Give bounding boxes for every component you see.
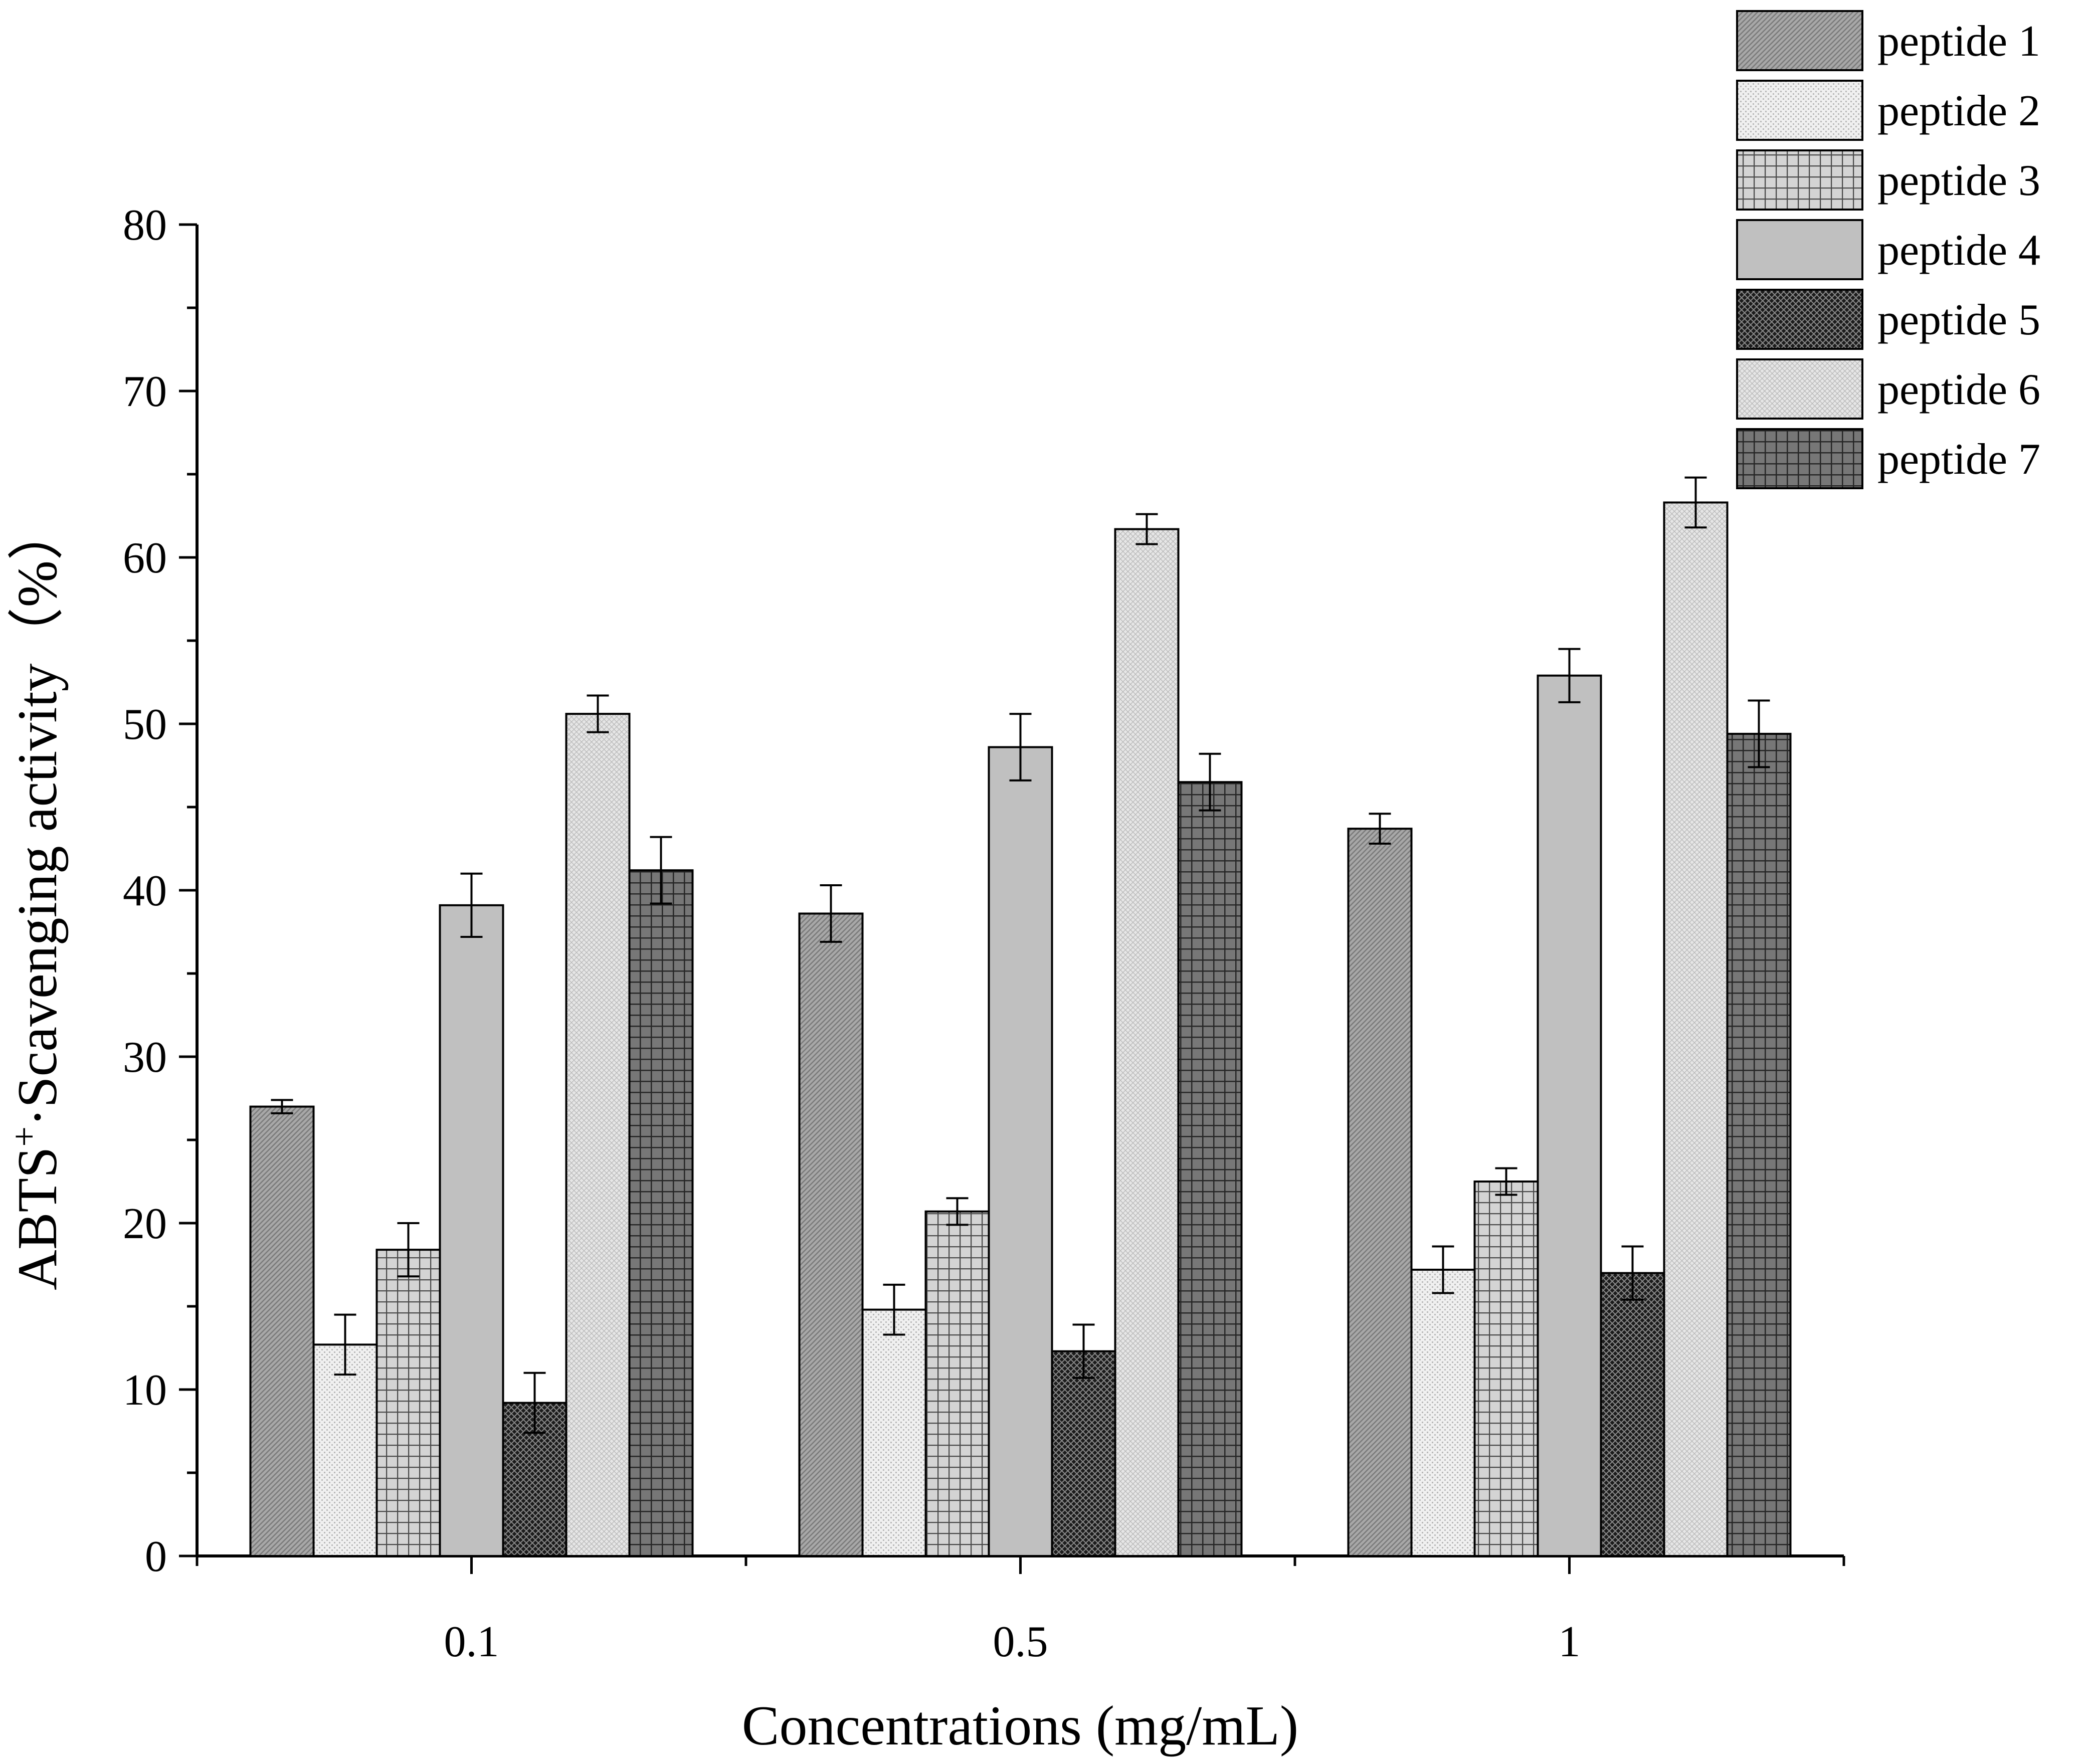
bar-peptide-3-1 xyxy=(1473,1181,1539,1557)
error-bar xyxy=(1432,1245,1454,1294)
error-bar xyxy=(1009,713,1032,781)
bar-peptide-6-0.5 xyxy=(1114,528,1180,1557)
y-tick-label: 60 xyxy=(123,534,167,582)
legend-swatch-peptide-1 xyxy=(1736,10,1863,71)
legend-label-peptide-7: peptide 7 xyxy=(1877,435,2040,484)
y-tick-label: 10 xyxy=(123,1366,167,1415)
legend-label-peptide-1: peptide 1 xyxy=(1877,17,2040,66)
x-tick-label: 1 xyxy=(1559,1618,1581,1666)
bar-peptide-4-0.1 xyxy=(439,904,504,1557)
bar-peptide-1-0.1 xyxy=(249,1105,315,1557)
error-bar xyxy=(946,1197,969,1226)
legend: peptide 1 peptide 2 peptide 3 peptide 4 pept… xyxy=(1736,10,2040,489)
bar-peptide-3-0.1 xyxy=(375,1249,441,1557)
legend-swatch-peptide-6 xyxy=(1736,358,1863,420)
bar-peptide-7-0.1 xyxy=(628,869,694,1557)
bar-peptide-1-1 xyxy=(1347,828,1413,1557)
error-bar xyxy=(1558,648,1581,703)
error-bar xyxy=(1621,1245,1644,1301)
error-bar xyxy=(650,836,672,905)
error-bar xyxy=(523,1371,546,1434)
error-bar xyxy=(587,694,609,733)
legend-label-peptide-2: peptide 2 xyxy=(1877,87,2040,135)
y-tick-label: 40 xyxy=(123,867,167,915)
error-bar xyxy=(820,884,842,943)
y-tick-label: 0 xyxy=(145,1532,167,1581)
legend-label-peptide-3: peptide 3 xyxy=(1877,156,2040,205)
y-axis-title-main: ABTS xyxy=(7,1147,69,1290)
x-tick-label: 0.5 xyxy=(993,1618,1048,1666)
y-tick-label: 20 xyxy=(123,1200,167,1248)
legend-label-peptide-6: peptide 6 xyxy=(1877,365,2040,414)
legend-label-peptide-4: peptide 4 xyxy=(1877,226,2040,275)
x-tick-label: 0.1 xyxy=(444,1618,499,1666)
bars xyxy=(249,501,1792,1557)
y-tick-label: 70 xyxy=(123,367,167,416)
bar-peptide-7-0.5 xyxy=(1177,781,1243,1557)
bar-peptide-4-0.5 xyxy=(988,746,1053,1557)
legend-swatch-peptide-3 xyxy=(1736,149,1863,211)
y-axis-title-rest: ·Scavenging activity（%） xyxy=(7,504,69,1126)
error-bar xyxy=(1135,513,1158,545)
y-tick-label: 50 xyxy=(123,700,167,749)
bar-peptide-6-0.1 xyxy=(565,713,631,1557)
bar-peptide-2-0.5 xyxy=(861,1308,927,1557)
error-bar xyxy=(271,1099,293,1114)
error-bar xyxy=(397,1222,420,1278)
bar-peptide-2-1 xyxy=(1410,1268,1476,1557)
bar-peptide-3-0.5 xyxy=(924,1210,990,1557)
bar-peptide-2-0.1 xyxy=(312,1343,378,1557)
y-axis-title-superscript: + xyxy=(4,1126,44,1147)
error-bar xyxy=(1748,699,1770,768)
error-bar xyxy=(883,1283,905,1336)
bar-peptide-6-1 xyxy=(1663,501,1729,1557)
y-tick-label: 80 xyxy=(123,201,167,250)
bar-peptide-5-1 xyxy=(1600,1272,1665,1557)
legend-swatch-peptide-5 xyxy=(1736,289,1863,350)
error-bar xyxy=(1072,1323,1095,1379)
legend-label-peptide-5: peptide 5 xyxy=(1877,296,2040,344)
y-axis-title: ABTS+·Scavenging activity（%） xyxy=(4,504,69,1290)
legend-swatch-peptide-7 xyxy=(1736,428,1863,489)
bar-peptide-7-1 xyxy=(1726,732,1792,1557)
error-bar xyxy=(1199,752,1221,812)
bar-peptide-4-1 xyxy=(1537,674,1602,1557)
error-bar xyxy=(1495,1167,1517,1196)
error-bar xyxy=(334,1313,356,1376)
y-tick-label: 30 xyxy=(123,1033,167,1082)
bar-peptide-1-0.5 xyxy=(798,912,864,1557)
legend-swatch-peptide-2 xyxy=(1736,80,1863,141)
bar-peptide-5-0.5 xyxy=(1051,1350,1116,1557)
error-bar xyxy=(460,872,483,938)
legend-swatch-peptide-4 xyxy=(1736,219,1863,280)
x-axis-title: Concentrations (mg/mL) xyxy=(742,1695,1298,1757)
error-bar xyxy=(1369,813,1391,845)
error-bars xyxy=(271,476,1770,1434)
error-bar xyxy=(1684,476,1707,529)
